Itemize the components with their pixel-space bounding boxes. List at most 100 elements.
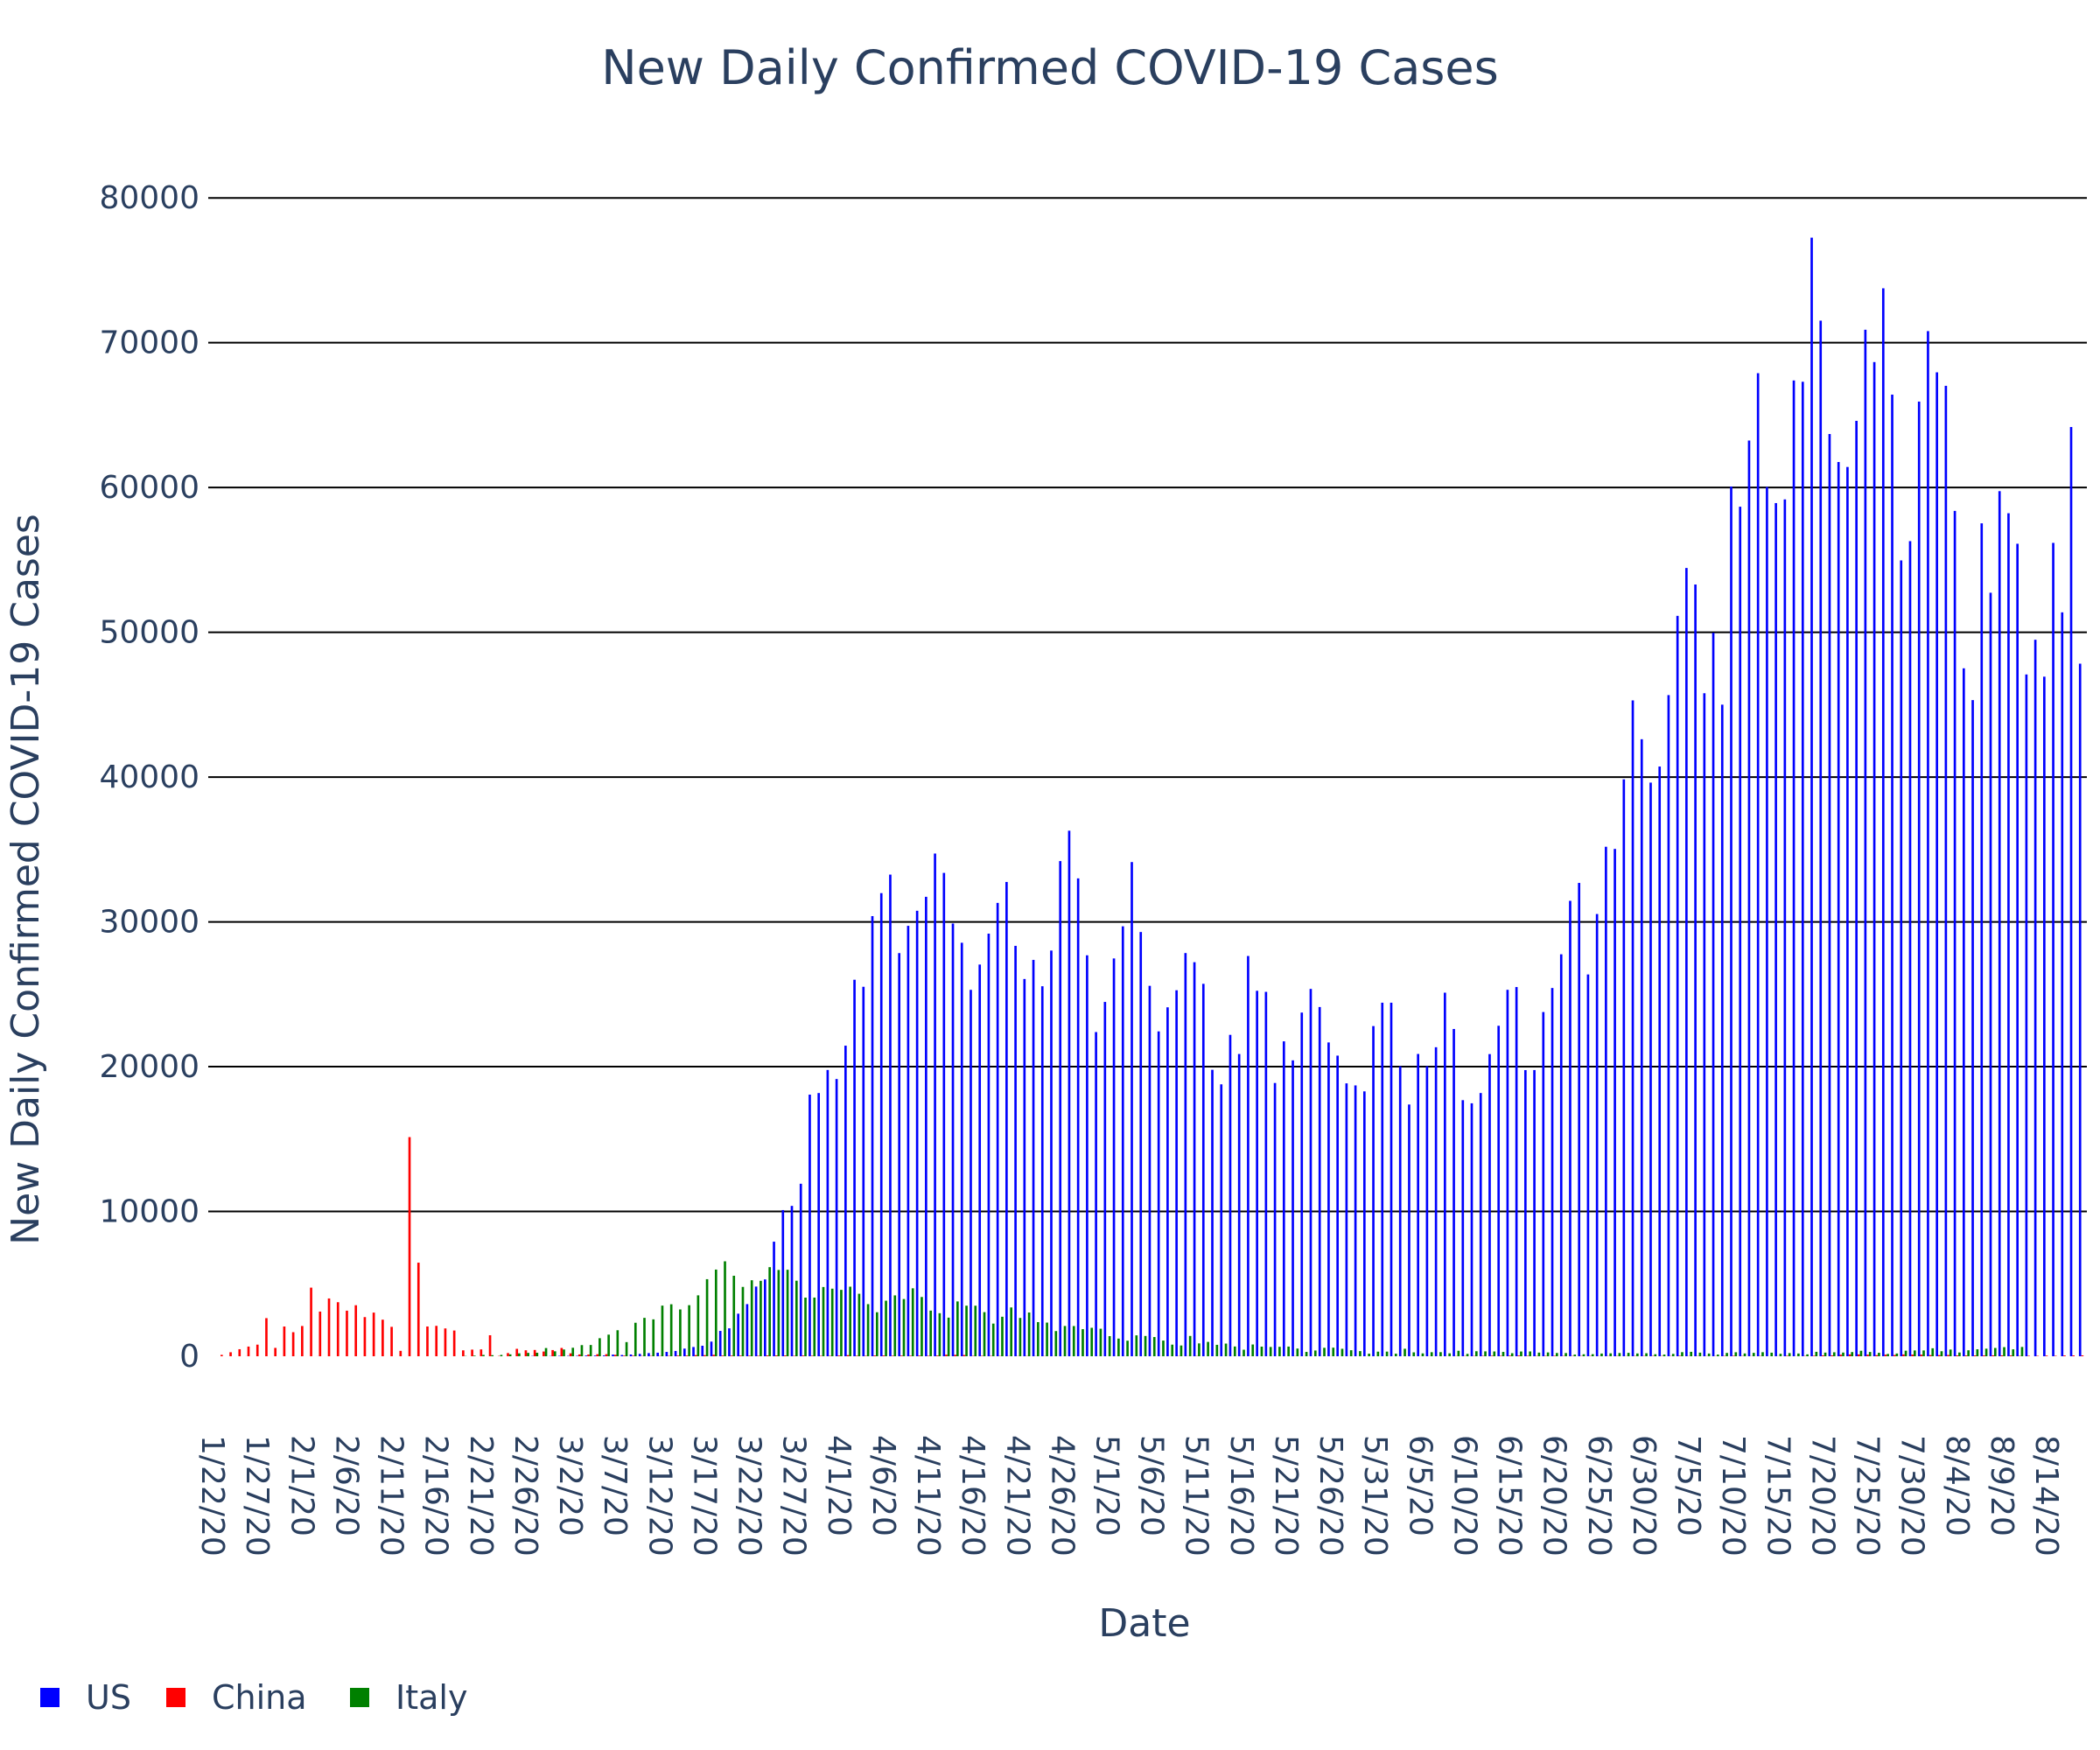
grid-lines (208, 197, 2087, 1213)
bar-china (837, 1355, 841, 1356)
bar-china (864, 1355, 867, 1356)
bar-italy (1349, 1350, 1353, 1356)
bar-us (1417, 1054, 1419, 1356)
bar-us (826, 1069, 830, 1356)
bar-china (247, 1346, 250, 1356)
bar-china (1678, 1355, 1682, 1356)
legend-swatch-china (166, 1688, 186, 1707)
bar-italy (1537, 1352, 1541, 1356)
bar-china (900, 1355, 903, 1356)
bar-italy (1690, 1351, 1693, 1356)
bar-italy (1278, 1347, 1281, 1356)
bar-us (1095, 1032, 1097, 1356)
bar-china (846, 1354, 850, 1356)
x-tick-label: 5/16/20 (1223, 1435, 1259, 1557)
bar-us (1622, 779, 1626, 1356)
x-tick-label: 4/1/20 (821, 1435, 857, 1536)
bar-italy (1770, 1352, 1774, 1356)
x-tick-label: 4/16/20 (955, 1435, 990, 1557)
bar-china (560, 1348, 564, 1356)
bar-italy (1707, 1353, 1711, 1356)
bar-italy (1591, 1354, 1594, 1356)
bar-china (363, 1317, 367, 1356)
bar-italy (929, 1310, 933, 1356)
bar-italy (1332, 1348, 1335, 1356)
x-tick-label: 7/15/20 (1760, 1435, 1796, 1557)
bar-us (2069, 427, 2073, 1356)
bar-italy (1797, 1353, 1800, 1356)
x-tick-label: 2/6/20 (329, 1435, 365, 1536)
bar-china (623, 1355, 626, 1356)
bar-italy (679, 1309, 682, 1356)
bar-italy (1412, 1352, 1416, 1356)
bar-italy (1046, 1322, 1048, 1356)
x-tick-label: 8/14/20 (2028, 1435, 2064, 1557)
bar-china (820, 1355, 822, 1356)
bar-italy (1510, 1353, 1514, 1356)
bar-italy (1904, 1350, 1908, 1356)
bar-italy (1922, 1350, 1925, 1356)
bar-italy (1815, 1351, 1818, 1356)
bar-us (1837, 462, 1840, 1356)
bar-us (1425, 1066, 1429, 1356)
bar-china (515, 1348, 519, 1356)
bar-italy (1556, 1353, 1558, 1356)
bar-italy (1224, 1343, 1228, 1356)
bar-china (238, 1348, 242, 1356)
bar-italy (813, 1297, 816, 1356)
bar-us (1953, 510, 1956, 1356)
bar-china (471, 1349, 473, 1356)
chart-title: New Daily Confirmed COVID-19 Cases (601, 40, 1499, 95)
bar-china (766, 1355, 769, 1356)
bar-china (1884, 1354, 1887, 1356)
bar-us (1345, 1083, 1348, 1356)
bar-china (2054, 1355, 2057, 1356)
bar-us (1014, 945, 1017, 1356)
bar-china (945, 1354, 948, 1356)
bar-us (978, 964, 982, 1356)
bar-italy (625, 1341, 628, 1356)
bar-italy (1430, 1352, 1433, 1356)
bar-us (1068, 830, 1071, 1356)
bar-china (1812, 1355, 1816, 1356)
bar-us (1766, 486, 1768, 1356)
x-tick-label: 6/15/20 (1492, 1435, 1528, 1557)
bar-us (1023, 978, 1026, 1356)
bar-china (1848, 1354, 1852, 1356)
bar-italy (974, 1306, 977, 1356)
bar-italy (1993, 1348, 1997, 1356)
bar-us (1515, 987, 1518, 1356)
bar-china (613, 1354, 617, 1356)
bar-us (1586, 974, 1590, 1356)
x-tick-label: 7/30/20 (1894, 1435, 1930, 1557)
bar-china (1526, 1355, 1530, 1356)
bar-us (1649, 782, 1652, 1356)
bar-china (274, 1348, 277, 1356)
bar-italy (840, 1290, 843, 1356)
bar-us (1336, 1055, 1339, 1356)
bar-us (960, 942, 963, 1356)
bar-italy (553, 1351, 556, 1356)
bar-us (1318, 1006, 1321, 1356)
y-tick-label: 70000 (99, 326, 200, 361)
bar-italy (911, 1288, 914, 1356)
bar-italy (893, 1295, 897, 1356)
bar-china (918, 1355, 921, 1356)
x-tick-label: 5/31/20 (1357, 1435, 1393, 1557)
bar-china (1964, 1355, 1968, 1356)
y-tick-label: 0 (179, 1339, 200, 1375)
bar-china (596, 1354, 599, 1356)
x-tick-label: 7/5/20 (1670, 1435, 1706, 1536)
y-tick-label: 30000 (99, 905, 200, 941)
bar-italy (991, 1323, 995, 1356)
x-tick-label: 2/16/20 (418, 1435, 454, 1557)
bar-us (1390, 1002, 1393, 1356)
bar-italy (1832, 1352, 1836, 1356)
bar-us (602, 1355, 606, 1356)
bar-china (748, 1355, 751, 1356)
bar-us (1444, 992, 1446, 1356)
bar-italy (830, 1288, 834, 1356)
y-tick-label: 60000 (99, 470, 200, 506)
bar-italy (1824, 1352, 1827, 1356)
bar-italy (661, 1306, 664, 1356)
